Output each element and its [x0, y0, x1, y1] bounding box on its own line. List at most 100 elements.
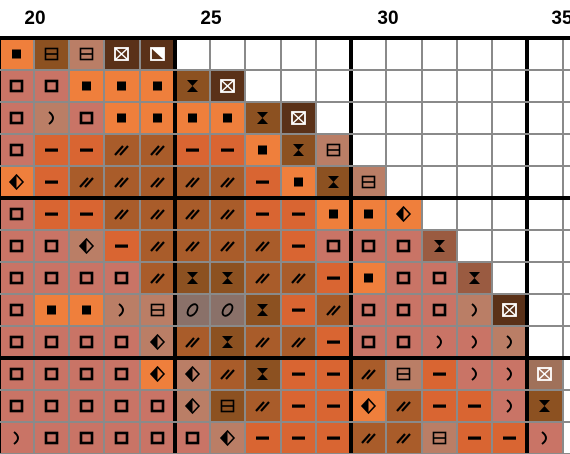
empty-cell	[280, 38, 317, 70]
empty-cell	[421, 102, 458, 134]
stitch-cell	[139, 38, 176, 70]
empty-cell	[351, 70, 387, 102]
empty-cell	[386, 102, 422, 134]
stitch-cell	[0, 358, 35, 390]
empty-cell	[351, 38, 387, 70]
stitch-cell	[492, 390, 528, 422]
stitch-cell	[69, 166, 105, 198]
stitch-cell	[421, 262, 458, 294]
empty-cell	[562, 230, 570, 262]
stitch-cell	[280, 422, 317, 454]
stitch-cell	[104, 70, 140, 102]
stitch-cell	[174, 102, 211, 134]
stitch-cell	[139, 358, 176, 390]
stitch-cell	[210, 294, 246, 326]
stitch-cell	[174, 262, 211, 294]
stitch-cell	[104, 294, 140, 326]
empty-cell	[562, 38, 570, 70]
stitch-cell	[245, 134, 281, 166]
stitch-cell	[104, 422, 140, 454]
stitch-cell	[33, 390, 70, 422]
stitch-cell	[280, 230, 317, 262]
stitch-cell	[33, 294, 70, 326]
stitch-cell	[104, 358, 140, 390]
stitch-cell	[210, 262, 246, 294]
stitch-cell	[315, 262, 352, 294]
stitch-cell	[421, 422, 458, 454]
empty-cell	[492, 230, 528, 262]
stitch-cell	[139, 422, 176, 454]
stitch-cell	[210, 198, 246, 230]
empty-cell	[315, 102, 352, 134]
stitch-cell	[174, 358, 211, 390]
stitch-cell	[210, 70, 246, 102]
empty-cell	[456, 230, 493, 262]
stitch-cell	[421, 326, 458, 358]
empty-cell	[527, 262, 563, 294]
stitch-cell	[456, 358, 493, 390]
empty-cell	[527, 134, 563, 166]
stitch-cell	[421, 230, 458, 262]
grid-line-vertical	[138, 38, 141, 454]
stitch-cell	[69, 70, 105, 102]
stitch-cell	[174, 326, 211, 358]
empty-cell	[351, 134, 387, 166]
empty-cell	[562, 294, 570, 326]
empty-cell	[280, 70, 317, 102]
stitch-cell	[315, 166, 352, 198]
stitch-cell	[174, 390, 211, 422]
grid-line-vertical	[314, 38, 317, 454]
stitch-cell	[280, 102, 317, 134]
stitch-cell	[69, 134, 105, 166]
stitch-cell	[492, 422, 528, 454]
stitch-cell	[351, 326, 387, 358]
stitch-cell	[33, 166, 70, 198]
stitch-cell	[280, 294, 317, 326]
stitch-cell	[351, 230, 387, 262]
stitch-cell	[245, 198, 281, 230]
stitch-cell	[456, 390, 493, 422]
stitch-cell	[210, 358, 246, 390]
stitch-cell	[315, 390, 352, 422]
grid-line-horizontal	[0, 36, 570, 40]
stitch-cell	[33, 262, 70, 294]
stitch-cell	[245, 294, 281, 326]
grid-line-vertical	[209, 38, 211, 454]
empty-cell	[421, 198, 458, 230]
empty-cell	[492, 102, 528, 134]
stitch-cell	[33, 358, 70, 390]
stitch-cell	[421, 294, 458, 326]
grid-line-horizontal	[0, 356, 570, 360]
grid-line-vertical	[349, 38, 353, 454]
stitch-cell	[527, 390, 563, 422]
stitch-cell	[33, 230, 70, 262]
stitch-cell	[315, 358, 352, 390]
stitch-cell	[351, 262, 387, 294]
stitch-cell	[0, 262, 35, 294]
empty-cell	[351, 102, 387, 134]
stitch-cell	[351, 422, 387, 454]
stitch-cell	[315, 422, 352, 454]
empty-cell	[245, 70, 281, 102]
stitch-cell	[174, 198, 211, 230]
grid-line-vertical	[103, 38, 106, 454]
empty-cell	[386, 70, 422, 102]
grid-line-horizontal	[0, 69, 570, 71]
stitch-cell	[351, 294, 387, 326]
stitch-cell	[33, 102, 70, 134]
grid-line-horizontal	[0, 325, 570, 327]
empty-cell	[562, 262, 570, 294]
stitch-cell	[0, 38, 35, 70]
stitch-cell	[69, 102, 105, 134]
stitch-cell	[245, 262, 281, 294]
stitch-cell	[421, 390, 458, 422]
empty-cell	[456, 166, 493, 198]
stitch-cell	[280, 262, 317, 294]
empty-cell	[527, 326, 563, 358]
empty-cell	[562, 422, 570, 454]
grid-line-horizontal	[0, 101, 570, 103]
empty-cell	[421, 70, 458, 102]
stitch-cell	[245, 102, 281, 134]
grid-line-horizontal	[0, 229, 570, 231]
